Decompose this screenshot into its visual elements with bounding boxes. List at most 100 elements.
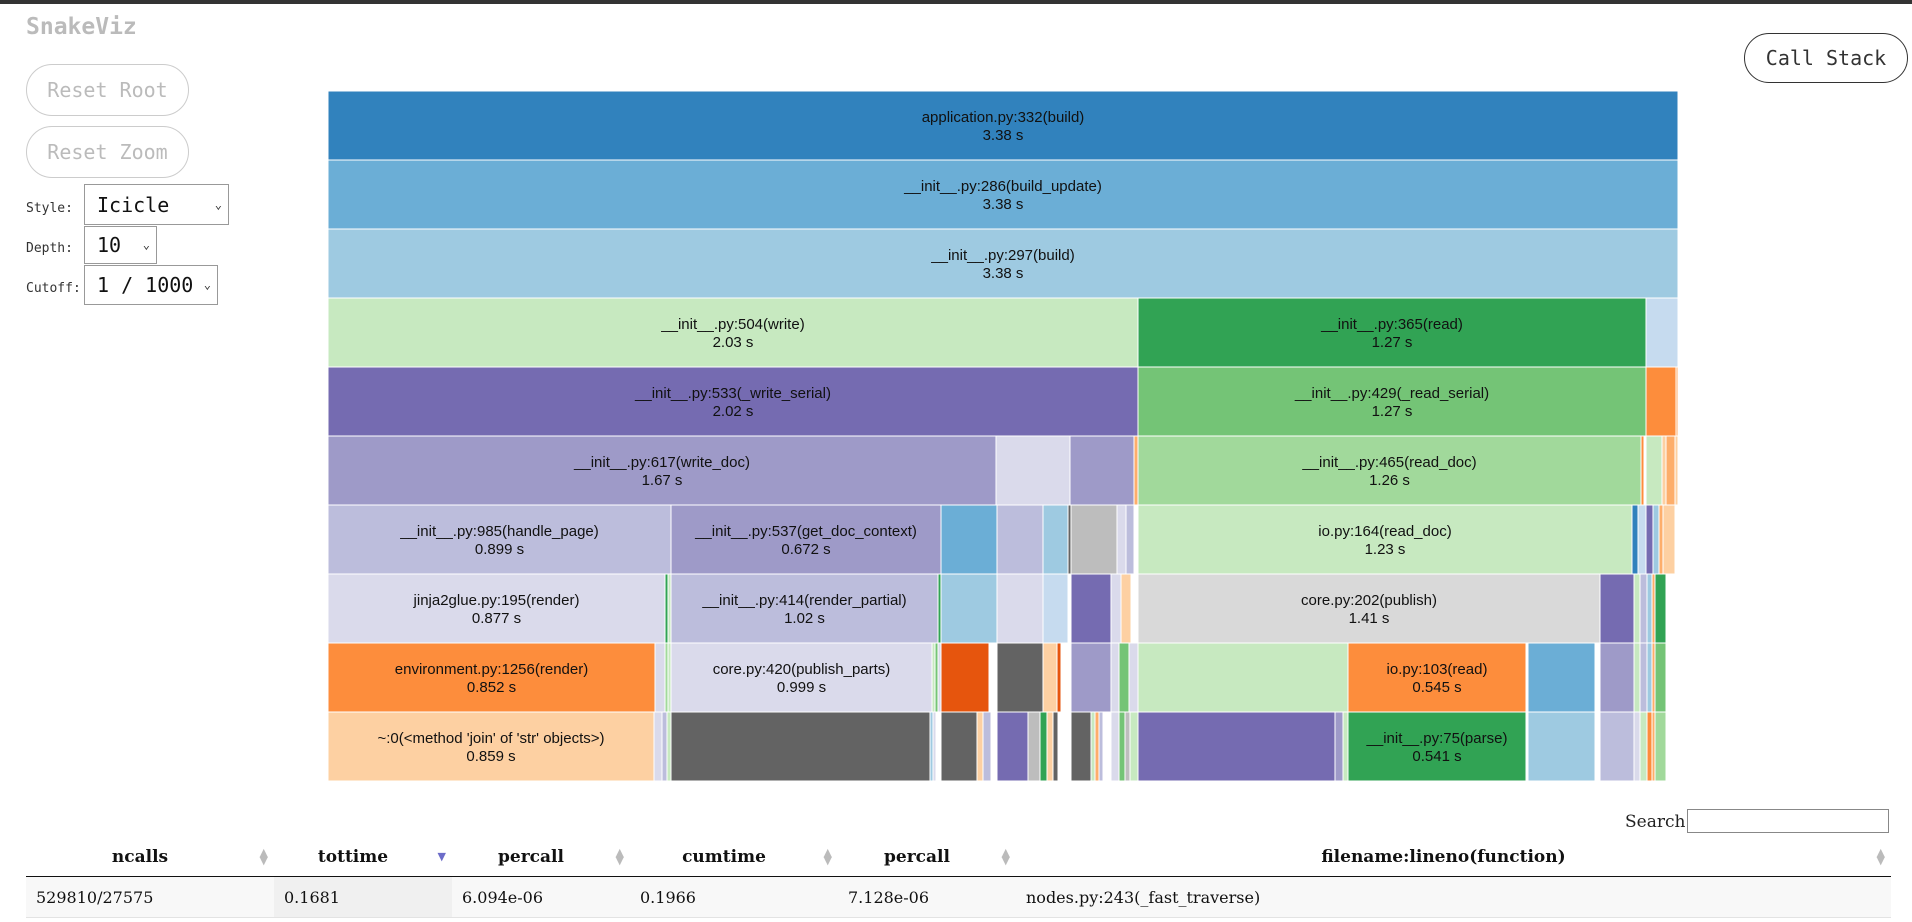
icicle-block[interactable] bbox=[1070, 573, 1112, 644]
icicle-block[interactable] bbox=[670, 504, 942, 575]
icicle-block[interactable] bbox=[996, 642, 1044, 713]
icicle-block[interactable] bbox=[1661, 435, 1667, 506]
icicle-block[interactable] bbox=[1042, 642, 1058, 713]
column-header-percall-cumulative[interactable]: percall ▲ ▼ bbox=[838, 838, 1016, 877]
icicle-block[interactable] bbox=[1633, 711, 1641, 781]
icicle-block[interactable] bbox=[1042, 573, 1069, 644]
icicle-block[interactable] bbox=[1347, 711, 1527, 781]
icicle-block[interactable] bbox=[1654, 642, 1667, 713]
icicle-block[interactable] bbox=[1070, 711, 1092, 781]
icicle-block[interactable] bbox=[1090, 711, 1096, 781]
icicle-block[interactable] bbox=[666, 711, 672, 781]
icicle-block[interactable] bbox=[1639, 642, 1648, 713]
reset-zoom-button[interactable]: Reset Zoom bbox=[26, 126, 189, 178]
icicle-block[interactable] bbox=[996, 573, 1044, 644]
icicle-block[interactable] bbox=[1125, 504, 1135, 575]
column-header-ncalls[interactable]: ncalls ▲ ▼ bbox=[26, 838, 274, 877]
icicle-block[interactable] bbox=[1110, 711, 1120, 781]
icicle-block[interactable] bbox=[1646, 642, 1653, 713]
icicle-block[interactable] bbox=[1069, 435, 1135, 506]
icicle-block[interactable] bbox=[1645, 435, 1663, 506]
icicle-block[interactable] bbox=[1599, 573, 1635, 644]
icicle-block[interactable] bbox=[1665, 435, 1676, 506]
search-input[interactable] bbox=[1687, 809, 1889, 833]
table-row[interactable]: 529810/27575 0.1681 6.094e-06 0.1966 7.1… bbox=[26, 876, 1891, 918]
style-select[interactable]: Icicle ⌄ bbox=[84, 184, 229, 225]
icicle-block[interactable] bbox=[1128, 642, 1139, 713]
icicle-block[interactable] bbox=[661, 711, 668, 781]
icicle-block[interactable] bbox=[328, 504, 672, 575]
icicle-block[interactable] bbox=[328, 573, 666, 644]
icicle-block[interactable] bbox=[1639, 573, 1648, 644]
column-header-cumtime[interactable]: cumtime ▲ ▼ bbox=[630, 838, 838, 877]
icicle-block[interactable] bbox=[1639, 711, 1648, 781]
icicle-block[interactable] bbox=[1633, 642, 1641, 713]
icicle-block[interactable] bbox=[1674, 435, 1678, 506]
icicle-block[interactable] bbox=[1039, 711, 1048, 781]
icicle-block[interactable] bbox=[1110, 642, 1120, 713]
icicle-block[interactable] bbox=[940, 642, 990, 713]
icicle-block[interactable] bbox=[1070, 642, 1112, 713]
icicle-block[interactable] bbox=[1646, 573, 1653, 644]
icicle-block[interactable] bbox=[328, 91, 1678, 161]
icicle-block[interactable] bbox=[932, 711, 937, 781]
icicle-block[interactable] bbox=[1527, 642, 1596, 713]
cutoff-select[interactable]: 1 / 1000 ⌄ bbox=[84, 265, 218, 305]
icicle-block[interactable] bbox=[996, 711, 1029, 781]
icicle-block[interactable] bbox=[1137, 711, 1336, 781]
icicle-block[interactable] bbox=[1654, 711, 1667, 781]
icicle-block[interactable] bbox=[940, 711, 978, 781]
icicle-block[interactable] bbox=[996, 504, 1044, 575]
icicle-block[interactable] bbox=[670, 711, 931, 781]
icicle-block[interactable] bbox=[1646, 711, 1653, 781]
icicle-block[interactable] bbox=[1027, 711, 1041, 781]
icicle-block[interactable] bbox=[976, 711, 984, 781]
icicle-block[interactable] bbox=[653, 711, 663, 781]
icicle-block[interactable] bbox=[1124, 711, 1131, 781]
column-header-percall[interactable]: percall ▲ ▼ bbox=[452, 838, 630, 877]
icicle-block[interactable] bbox=[1094, 711, 1100, 781]
icicle-block[interactable] bbox=[940, 504, 998, 575]
icicle-block[interactable] bbox=[1645, 366, 1677, 437]
column-header-tottime[interactable]: tottime ▼ bbox=[274, 838, 452, 877]
icicle-block[interactable] bbox=[1120, 573, 1132, 644]
icicle-block[interactable] bbox=[328, 228, 1678, 299]
icicle-block[interactable] bbox=[670, 573, 939, 644]
depth-select[interactable]: 10 ⌄ bbox=[84, 226, 157, 264]
icicle-block[interactable] bbox=[1137, 435, 1642, 506]
icicle-block[interactable] bbox=[1098, 711, 1104, 781]
icicle-block[interactable] bbox=[328, 711, 655, 781]
icicle-block[interactable] bbox=[1675, 366, 1678, 437]
icicle-block[interactable] bbox=[1334, 711, 1344, 781]
icicle-block[interactable] bbox=[1633, 573, 1641, 644]
icicle-block[interactable] bbox=[1631, 504, 1639, 575]
icicle-block[interactable] bbox=[328, 159, 1678, 230]
icicle-block[interactable] bbox=[1658, 504, 1664, 575]
icicle-block[interactable] bbox=[1129, 711, 1139, 781]
icicle-block[interactable] bbox=[1137, 366, 1647, 437]
reset-root-button[interactable]: Reset Root bbox=[26, 64, 189, 116]
icicle-block[interactable] bbox=[1599, 642, 1635, 713]
icicle-block[interactable] bbox=[1046, 711, 1054, 781]
icicle-block[interactable] bbox=[1110, 573, 1122, 644]
icicle-block[interactable] bbox=[654, 642, 666, 713]
icicle-block[interactable] bbox=[1599, 711, 1635, 781]
icicle-block[interactable] bbox=[670, 642, 933, 713]
icicle-block[interactable] bbox=[1347, 642, 1527, 713]
icicle-block[interactable] bbox=[1116, 504, 1127, 575]
icicle-block[interactable] bbox=[1342, 711, 1349, 781]
icicle-block[interactable] bbox=[1052, 711, 1059, 781]
icicle-block[interactable] bbox=[1662, 504, 1676, 575]
icicle-block[interactable] bbox=[1137, 642, 1349, 713]
icicle-block[interactable] bbox=[1645, 297, 1678, 368]
icicle-block[interactable] bbox=[1133, 435, 1139, 506]
icicle-block[interactable] bbox=[1645, 504, 1654, 575]
call-stack-button[interactable]: Call Stack bbox=[1744, 33, 1908, 83]
icicle-block[interactable] bbox=[1042, 504, 1069, 575]
icicle-block[interactable] bbox=[1652, 504, 1660, 575]
icicle-chart[interactable]: application.py:332(build)3.38 s__init__.… bbox=[328, 91, 1678, 781]
icicle-block[interactable] bbox=[1070, 504, 1118, 575]
icicle-block[interactable] bbox=[995, 435, 1071, 506]
icicle-block[interactable] bbox=[1056, 642, 1062, 713]
icicle-block[interactable] bbox=[1654, 573, 1667, 644]
